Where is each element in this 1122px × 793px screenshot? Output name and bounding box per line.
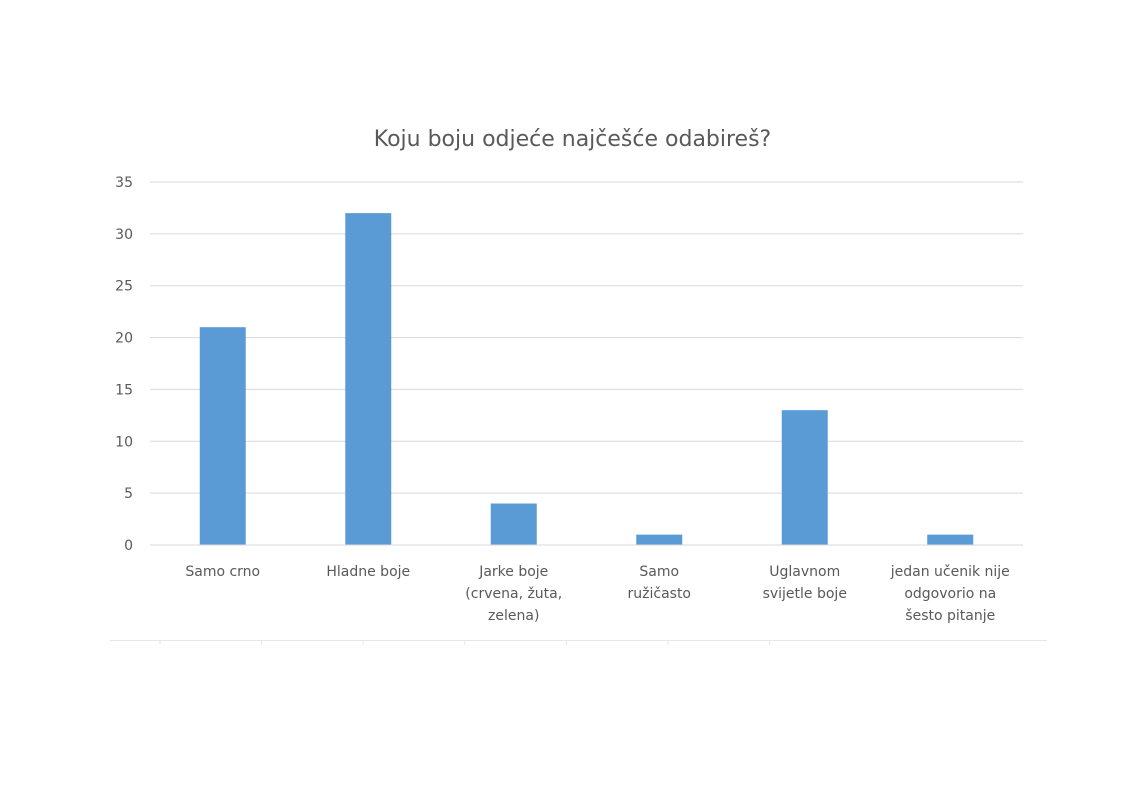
gridlines bbox=[150, 181, 1023, 494]
x-category-label-line: Uglavnom bbox=[769, 564, 840, 580]
x-category-label: Uglavnom svijetle boje bbox=[763, 564, 847, 602]
x-category-label-line: Samo crno bbox=[185, 564, 260, 580]
bars bbox=[199, 213, 974, 545]
y-tick-label: 35 bbox=[115, 175, 133, 191]
bar bbox=[636, 534, 683, 545]
x-category-label-line: svijetle boje bbox=[763, 586, 847, 602]
y-tick-label: 0 bbox=[124, 538, 133, 554]
bar bbox=[199, 327, 246, 545]
x-category-label: Samo crno bbox=[185, 564, 260, 580]
x-category-label-line: jedan učenik nije bbox=[890, 564, 1010, 580]
x-category-label-line: ružičasto bbox=[628, 586, 692, 602]
y-tick-label: 5 bbox=[124, 486, 133, 502]
y-axis-ticks: 0 5 10 15 20 25 30 35 bbox=[115, 175, 133, 554]
x-axis-ticks bbox=[159, 640, 771, 645]
bar bbox=[781, 410, 828, 545]
y-tick-label: 15 bbox=[115, 382, 133, 398]
x-category-label: Hladne boje bbox=[326, 564, 410, 580]
x-category-label-line: odgovorio na bbox=[904, 586, 996, 602]
x-category-label-line: šesto pitanje bbox=[905, 608, 995, 624]
y-tick-label: 20 bbox=[115, 331, 133, 347]
y-tick-label: 25 bbox=[115, 279, 133, 295]
x-category-label: Samo ružičasto bbox=[628, 564, 692, 602]
x-category-label-line: Jarke boje bbox=[478, 564, 548, 580]
x-category-label-line: Samo bbox=[639, 564, 679, 580]
chart-area bbox=[110, 105, 1047, 641]
x-category-label: jedan učenik nije odgovorio na šesto pitan… bbox=[890, 564, 1010, 624]
bar bbox=[490, 503, 537, 545]
y-tick-label: 30 bbox=[115, 227, 133, 243]
bar bbox=[345, 213, 392, 545]
chart-title: Koju boju odjeće najčešće odabireš? bbox=[373, 127, 772, 152]
x-axis-categories: Samo crno Hladne boje Jarke boje (crvena, ž… bbox=[185, 564, 1009, 624]
y-tick-label: 10 bbox=[115, 434, 133, 450]
x-category-label-line: (crvena, žuta, bbox=[465, 586, 562, 602]
x-category-label-line: Hladne boje bbox=[326, 564, 410, 580]
x-category-label: Jarke boje (crvena, žuta, zelena) bbox=[465, 564, 562, 624]
bar bbox=[927, 534, 974, 545]
x-category-label-line: zelena) bbox=[488, 608, 539, 624]
